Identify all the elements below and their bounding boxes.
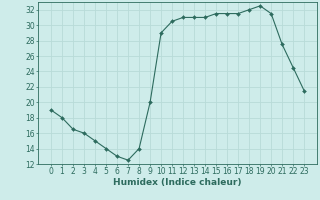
X-axis label: Humidex (Indice chaleur): Humidex (Indice chaleur) (113, 178, 242, 187)
